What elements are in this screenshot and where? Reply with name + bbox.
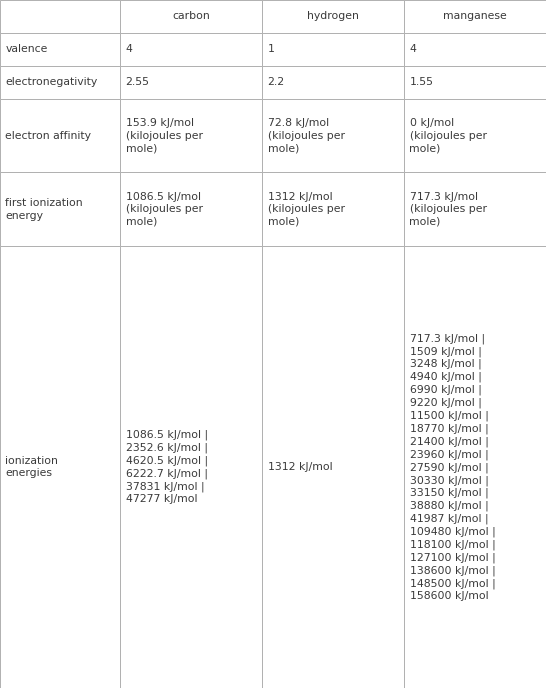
Text: 2.2: 2.2 (268, 77, 284, 87)
Text: 1.55: 1.55 (410, 77, 434, 87)
Bar (404, 33, 546, 66)
Bar (404, 0, 546, 33)
Bar (262, 66, 404, 98)
Bar (0, 33, 120, 66)
Text: electron affinity: electron affinity (5, 131, 92, 140)
Text: 1: 1 (268, 44, 275, 54)
Text: 2.55: 2.55 (126, 77, 150, 87)
Bar (262, 246, 404, 688)
Bar (120, 246, 262, 688)
Bar (404, 246, 546, 688)
Text: 4: 4 (410, 44, 417, 54)
Text: carbon: carbon (172, 12, 210, 21)
Text: hydrogen: hydrogen (307, 12, 359, 21)
Bar (262, 173, 404, 246)
Bar (0, 173, 120, 246)
Text: 4: 4 (126, 44, 133, 54)
Bar (404, 98, 546, 173)
Bar (262, 0, 404, 33)
Text: 1086.5 kJ/mol
(kilojoules per
mole): 1086.5 kJ/mol (kilojoules per mole) (126, 192, 203, 227)
Bar (262, 33, 404, 66)
Text: 1312 kJ/mol
(kilojoules per
mole): 1312 kJ/mol (kilojoules per mole) (268, 192, 345, 227)
Text: first ionization
energy: first ionization energy (5, 198, 83, 221)
Text: ionization
energies: ionization energies (5, 456, 58, 478)
Bar (0, 98, 120, 173)
Bar (0, 0, 120, 33)
Text: 1086.5 kJ/mol |
2352.6 kJ/mol |
4620.5 kJ/mol |
6222.7 kJ/mol |
37831 kJ/mol |
4: 1086.5 kJ/mol | 2352.6 kJ/mol | 4620.5 k… (126, 430, 207, 504)
Bar (120, 0, 262, 33)
Text: 717.3 kJ/mol
(kilojoules per
mole): 717.3 kJ/mol (kilojoules per mole) (410, 192, 486, 227)
Bar (404, 173, 546, 246)
Bar (0, 246, 120, 688)
Bar (404, 66, 546, 98)
Text: 1312 kJ/mol: 1312 kJ/mol (268, 462, 332, 472)
Text: 717.3 kJ/mol |
1509 kJ/mol |
3248 kJ/mol |
4940 kJ/mol |
6990 kJ/mol |
9220 kJ/m: 717.3 kJ/mol | 1509 kJ/mol | 3248 kJ/mol… (410, 333, 495, 601)
Bar (120, 33, 262, 66)
Bar (0, 66, 120, 98)
Text: valence: valence (5, 44, 48, 54)
Bar (120, 66, 262, 98)
Text: 72.8 kJ/mol
(kilojoules per
mole): 72.8 kJ/mol (kilojoules per mole) (268, 118, 345, 153)
Text: electronegativity: electronegativity (5, 77, 98, 87)
Text: 153.9 kJ/mol
(kilojoules per
mole): 153.9 kJ/mol (kilojoules per mole) (126, 118, 203, 153)
Bar (120, 98, 262, 173)
Text: manganese: manganese (443, 12, 507, 21)
Bar (262, 98, 404, 173)
Text: 0 kJ/mol
(kilojoules per
mole): 0 kJ/mol (kilojoules per mole) (410, 118, 486, 153)
Bar (120, 173, 262, 246)
